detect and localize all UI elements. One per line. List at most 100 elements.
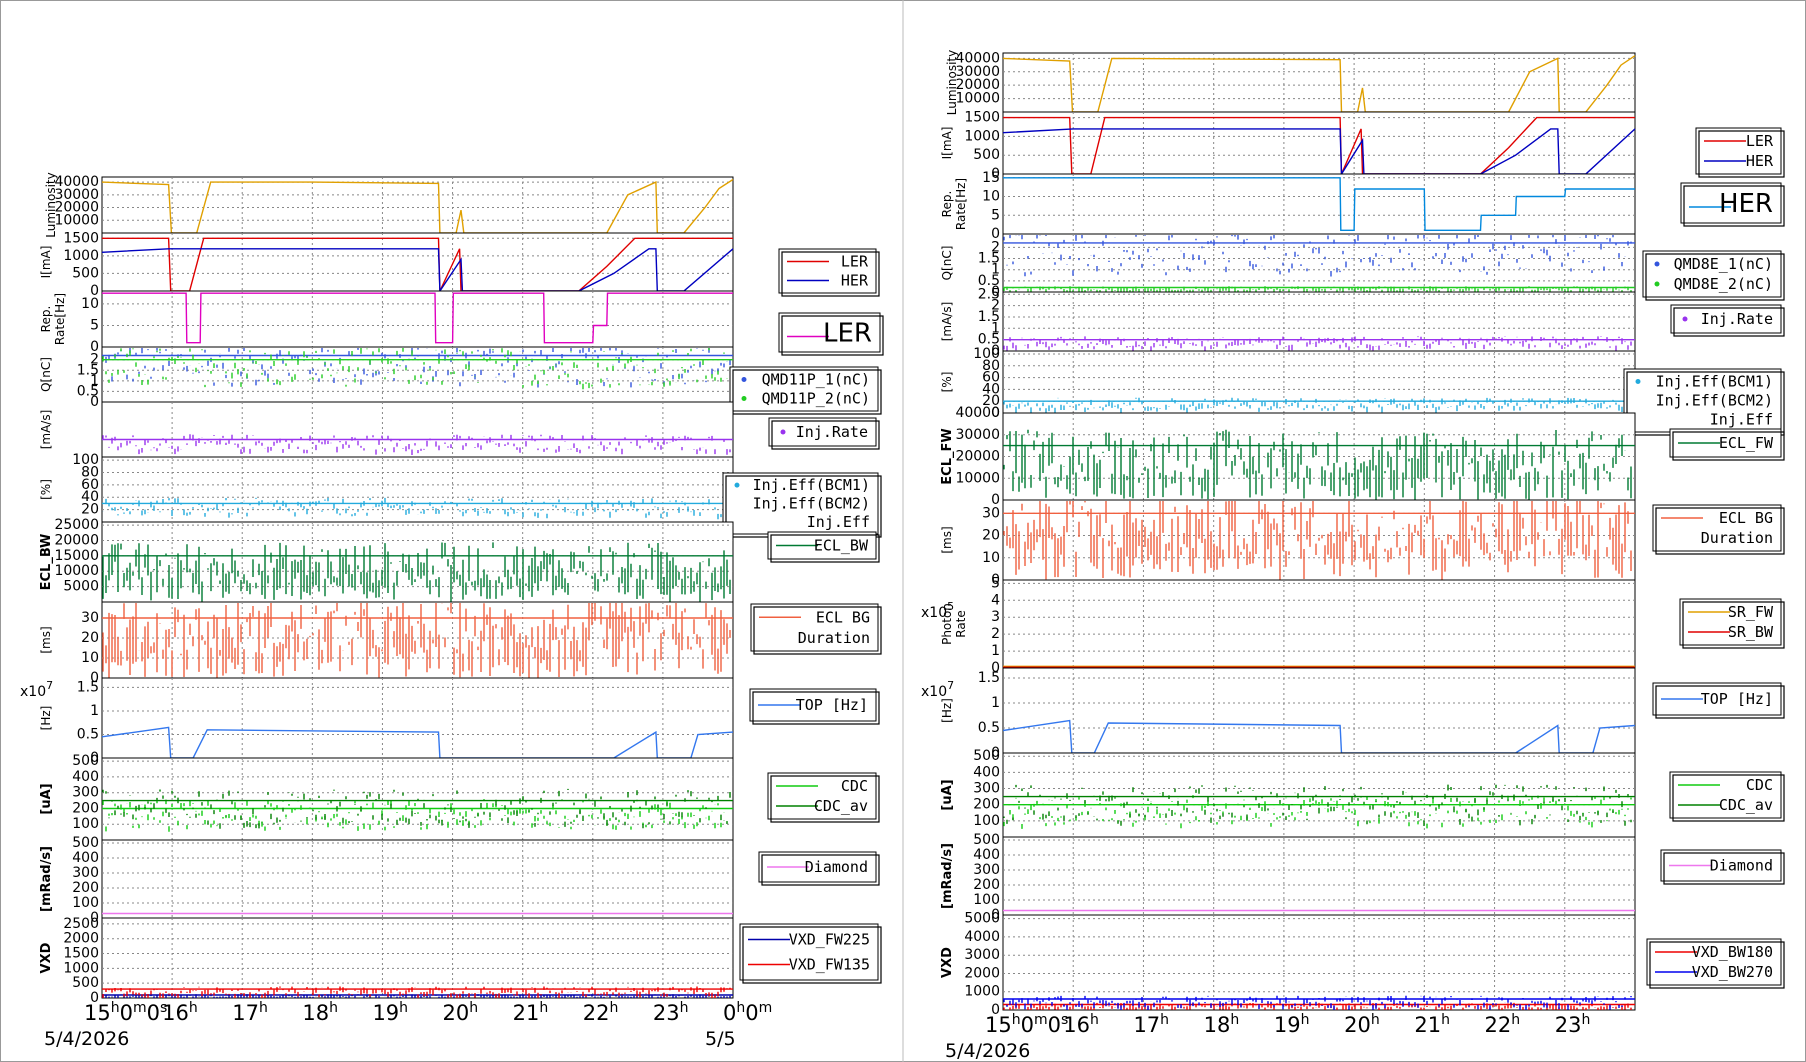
chart-left: 10000200003000040000Luminosity0500100015…	[20, 172, 884, 1050]
legend-marker	[1654, 281, 1660, 287]
legend-box: TOP [Hz]	[1652, 682, 1785, 719]
legend-label: ECL BG	[816, 608, 870, 626]
legend-label: HER	[1746, 152, 1774, 170]
y-tick-label: 1.5	[978, 309, 1000, 325]
y-tick-label: 100	[72, 816, 99, 832]
legend-box: CDC CDC_av	[1669, 771, 1785, 822]
y-tick-label: 0	[991, 1002, 1000, 1018]
legend-label: CDC_av	[814, 797, 868, 815]
legend-box: VXD_BW180 VXD_BW270	[1646, 938, 1785, 989]
legend-label: LER	[841, 253, 869, 271]
legend-shadow	[1645, 253, 1785, 301]
y-tick-label: 0.5	[978, 332, 1000, 348]
series-line-her	[101, 248, 734, 294]
legend-label: Inj.Eff	[807, 513, 870, 531]
legend-shadow	[1672, 431, 1785, 461]
panel-4: 00.511.522.5[mA/s] Inj.Rate	[940, 286, 1785, 359]
y-tick-label: 30000	[54, 187, 99, 203]
legend-label: CDC_av	[1719, 796, 1773, 814]
panel-frame	[101, 456, 734, 523]
y-axis-label: ECL_BW	[39, 534, 54, 591]
y-tick-label: 0	[991, 907, 1000, 923]
legend-frame	[1695, 127, 1782, 175]
y-tick-label: 500	[72, 753, 99, 769]
y-tick-label: 80	[81, 464, 99, 480]
y-axis-label: Luminosity	[44, 172, 58, 237]
y-tick-label: 1	[90, 703, 99, 719]
panel-2: 0 5 10 Rep. Rate[Hz] LER	[39, 290, 884, 356]
y-axis-label: Rep.	[940, 191, 954, 218]
y-axis-label: Rate[Hz]	[954, 178, 968, 230]
y-tick-label: 1.5	[978, 670, 1000, 686]
y-axis-label: [Hz]	[940, 698, 954, 723]
legend-frame	[778, 248, 877, 294]
legend-label: Duration	[1701, 529, 1773, 547]
axis-multiplier-exponent: 7	[947, 679, 954, 692]
legend-marker	[1682, 316, 1688, 322]
y-tick-label: 100	[973, 892, 1000, 908]
y-tick-label: 40	[81, 489, 99, 505]
panel-3: 00.511.52 Q[nC] QMD11P_1(nC)QMD11P_2(nC)	[39, 346, 882, 415]
legend-frame	[768, 417, 877, 447]
y-tick-label: 25000	[54, 517, 99, 533]
legend-label: Inj.Eff(BCM2)	[753, 495, 870, 513]
legend-label: Diamond	[805, 858, 868, 876]
y-axis-label: Rate[Hz]	[53, 293, 67, 345]
legend-shadow	[1663, 852, 1785, 885]
legend-shadow	[761, 854, 880, 886]
legend-frame	[1679, 598, 1782, 646]
legend-marker	[734, 482, 740, 488]
y-axis-label: [ms]	[39, 626, 53, 653]
x-tick-label: 17h	[1133, 1012, 1169, 1037]
legend-box: ECL_BW	[767, 531, 880, 563]
panel-1: 0 500 1000 1500 I[mA] LER HER	[940, 110, 1785, 182]
x-tick-label: 21h	[513, 1000, 549, 1025]
axis-multiplier: x107	[20, 679, 53, 700]
y-tick-label: 10000	[54, 563, 99, 579]
legend-label: VXD_BW180	[1692, 943, 1773, 961]
legend-frame	[1670, 304, 1782, 334]
panel-frame	[101, 232, 734, 292]
y-tick-label: 30	[81, 610, 99, 626]
panel-frame	[101, 290, 734, 348]
y-axis-label: [%]	[39, 479, 53, 500]
legend-marker	[741, 396, 747, 401]
panel-frame	[101, 401, 734, 458]
series-line-p2	[1003, 177, 1635, 232]
x-tick-label: 22h	[583, 1000, 619, 1025]
y-axis-label: [uA]	[940, 779, 955, 810]
y-tick-label: 10	[982, 189, 1000, 205]
y-tick-label: 100	[973, 346, 1000, 362]
y-tick-label: 20	[81, 502, 99, 518]
y-tick-label: 1500	[63, 946, 99, 962]
legend-shadow	[1655, 507, 1785, 555]
legend-shadow	[781, 251, 880, 297]
x-tick-label: 19h	[372, 1000, 408, 1025]
y-tick-label: 30000	[955, 427, 1000, 443]
y-tick-label: 5	[991, 575, 1000, 591]
y-tick-label: 200	[72, 880, 99, 896]
y-tick-label: 2000	[63, 931, 99, 947]
legend-label: Inj.Eff	[1710, 411, 1773, 429]
y-tick-label: 60	[982, 370, 1000, 386]
legend-label: VXD_BW270	[1692, 963, 1773, 981]
y-axis-label: Rate	[954, 610, 968, 638]
legend-frame	[1680, 182, 1782, 224]
y-tick-label: 1000	[63, 248, 99, 264]
y-tick-label: 0	[991, 166, 1000, 182]
legend-box: LER HER	[1695, 127, 1785, 178]
y-tick-label: 100	[973, 813, 1000, 829]
panel-3: 00.511.52 Q[nC] QMD8E_1(nC) QMD8E_2(nC)	[940, 233, 1785, 301]
y-tick-label: 0	[90, 990, 99, 1006]
legend-label: TOP [Hz]	[1701, 690, 1773, 708]
y-tick-label: 1000	[63, 960, 99, 976]
y-axis-label: VXD	[39, 942, 54, 973]
y-tick-label: 4000	[964, 929, 1000, 945]
y-tick-label: 1	[991, 320, 1000, 336]
y-tick-label: 2	[991, 239, 1000, 255]
